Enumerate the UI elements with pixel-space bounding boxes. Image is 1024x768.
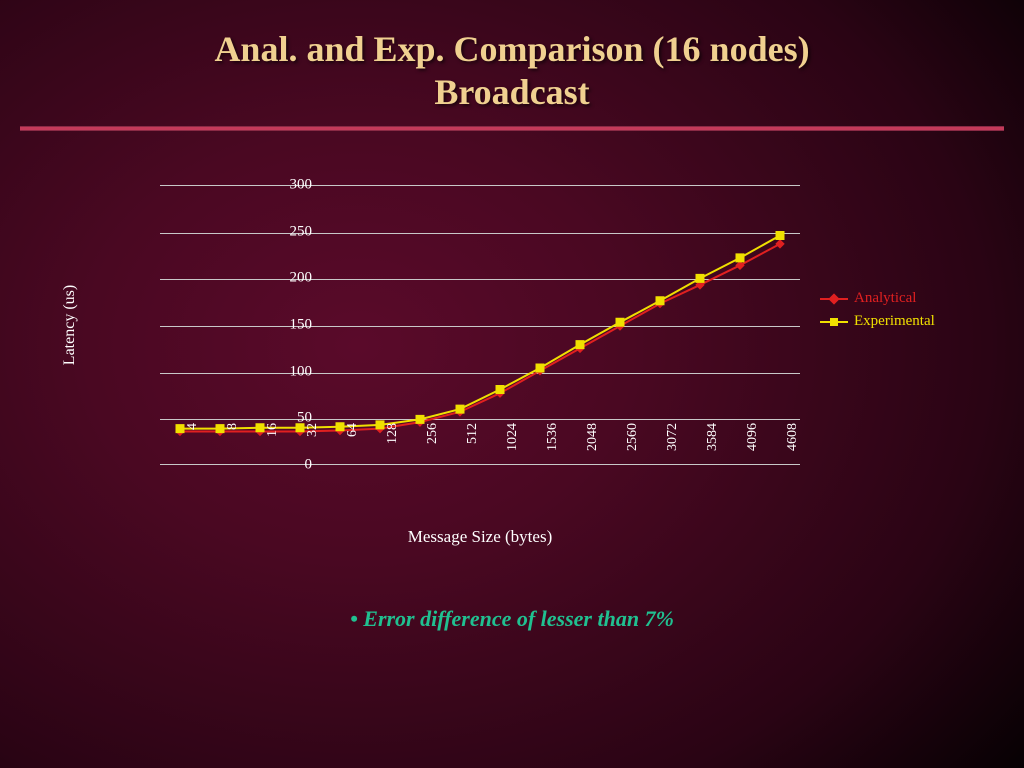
- marker-experimental: [416, 415, 424, 423]
- y-tick-label: 50: [252, 410, 312, 427]
- legend-label: Analytical: [854, 290, 916, 307]
- marker-experimental: [576, 341, 584, 349]
- marker-experimental: [216, 425, 224, 433]
- x-axis-label: Message Size (bytes): [160, 527, 800, 547]
- marker-experimental: [736, 254, 744, 262]
- x-tick-label: 32: [305, 423, 321, 473]
- x-tick-label: 8: [225, 423, 241, 473]
- legend-item-analytical: Analytical: [820, 290, 935, 307]
- x-tick-label: 1024: [505, 423, 521, 473]
- marker-experimental: [176, 425, 184, 433]
- y-tick-label: 300: [252, 177, 312, 194]
- latency-chart: Latency (us) Message Size (bytes) Analyt…: [80, 175, 960, 575]
- marker-analytical: [736, 261, 744, 269]
- marker-experimental: [536, 364, 544, 372]
- x-tick-label: 3072: [665, 423, 681, 473]
- legend-swatch: [820, 298, 848, 300]
- y-tick-label: 250: [252, 223, 312, 240]
- marker-experimental: [456, 405, 464, 413]
- slide-title: Anal. and Exp. Comparison (16 nodes) Bro…: [0, 0, 1024, 114]
- x-tick-label: 2048: [585, 423, 601, 473]
- x-tick-label: 64: [345, 423, 361, 473]
- x-tick-label: 3584: [705, 423, 721, 473]
- marker-experimental: [616, 318, 624, 326]
- x-tick-label: 256: [425, 423, 441, 473]
- diamond-icon: [828, 293, 839, 304]
- y-tick-label: 0: [252, 457, 312, 474]
- y-tick-label: 100: [252, 363, 312, 380]
- x-tick-label: 4608: [785, 423, 801, 473]
- legend-label: Experimental: [854, 313, 935, 330]
- legend-swatch: [820, 321, 848, 323]
- y-tick-label: 200: [252, 270, 312, 287]
- x-tick-label: 512: [465, 423, 481, 473]
- x-tick-label: 4096: [745, 423, 761, 473]
- x-tick-label: 4: [185, 423, 201, 473]
- x-tick-label: 16: [265, 423, 281, 473]
- marker-analytical: [776, 240, 784, 248]
- title-line-1: Anal. and Exp. Comparison (16 nodes): [214, 29, 809, 69]
- title-line-2: Broadcast: [434, 72, 589, 112]
- marker-experimental: [776, 231, 784, 239]
- marker-experimental: [336, 423, 344, 431]
- title-divider: [20, 126, 1004, 131]
- marker-experimental: [496, 385, 504, 393]
- square-icon: [830, 318, 838, 326]
- legend: Analytical Experimental: [820, 290, 935, 336]
- y-tick-label: 150: [252, 317, 312, 334]
- x-tick-label: 1536: [545, 423, 561, 473]
- marker-experimental: [376, 421, 384, 429]
- marker-experimental: [656, 297, 664, 305]
- x-tick-label: 128: [385, 423, 401, 473]
- footer-bullet: • Error difference of lesser than 7%: [0, 606, 1024, 632]
- marker-experimental: [696, 274, 704, 282]
- x-tick-label: 2560: [625, 423, 641, 473]
- y-axis-label: Latency (us): [61, 285, 79, 365]
- legend-item-experimental: Experimental: [820, 313, 935, 330]
